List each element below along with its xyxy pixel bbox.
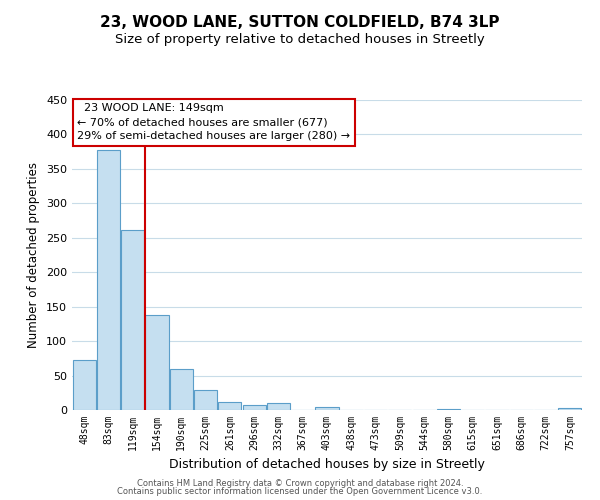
Bar — [316, 407, 338, 410]
Y-axis label: Number of detached properties: Number of detached properties — [28, 162, 40, 348]
Bar — [194, 390, 217, 410]
Bar — [121, 230, 144, 410]
Bar — [145, 315, 169, 410]
X-axis label: Distribution of detached houses by size in Streetly: Distribution of detached houses by size … — [169, 458, 485, 471]
Bar — [267, 403, 290, 410]
Bar — [170, 368, 193, 410]
Text: 23 WOOD LANE: 149sqm
← 70% of detached houses are smaller (677)
29% of semi-deta: 23 WOOD LANE: 149sqm ← 70% of detached h… — [77, 103, 350, 141]
Bar — [218, 402, 241, 410]
Text: 23, WOOD LANE, SUTTON COLDFIELD, B74 3LP: 23, WOOD LANE, SUTTON COLDFIELD, B74 3LP — [100, 15, 500, 30]
Bar — [559, 408, 581, 410]
Bar — [97, 150, 120, 410]
Text: Contains HM Land Registry data © Crown copyright and database right 2024.: Contains HM Land Registry data © Crown c… — [137, 478, 463, 488]
Text: Size of property relative to detached houses in Streetly: Size of property relative to detached ho… — [115, 32, 485, 46]
Bar — [437, 408, 460, 410]
Text: Contains public sector information licensed under the Open Government Licence v3: Contains public sector information licen… — [118, 487, 482, 496]
Bar — [73, 360, 95, 410]
Bar — [242, 405, 266, 410]
